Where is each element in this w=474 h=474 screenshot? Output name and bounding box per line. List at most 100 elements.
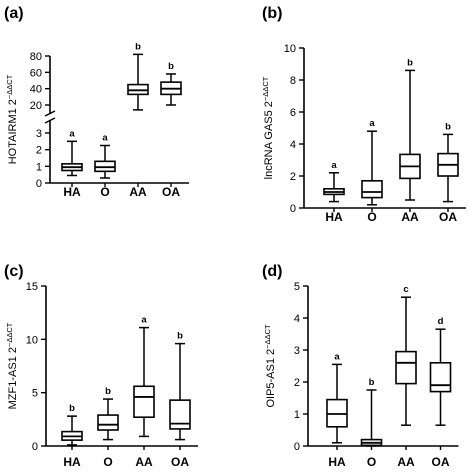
box-o: b [360,377,383,447]
x-category-label: OA [439,210,457,224]
box-o: a [361,118,383,206]
y-tick-label: 1 [36,161,42,173]
x-category-label: AA [135,455,153,469]
y-axis-label-main: OIP5-AS1 2 [265,349,277,408]
y-axis-break-mark [44,110,56,117]
significance-letter: a [141,315,147,326]
x-category-label: OA [162,185,180,199]
box-o: b [97,386,119,441]
box-iqr [361,180,383,199]
chart-panel-2: (b) 0 2 4 6 8 10 HA O AA OA a a b b lncRNA GAS5 2−ΔΔCT [261,5,466,224]
y-tick-label: 0 [32,441,38,453]
significance-letter: b [369,377,375,388]
y-tick-label: 15 [26,281,38,293]
y-tick-label: 3 [294,345,300,357]
y-tick-label: 40 [30,84,42,96]
chart-panel-4: (d) 0 1 2 3 4 5 HA O AA OA a b c d OIP5-AS1 2−ΔΔCT [262,263,459,469]
y-tick-label: 20 [30,100,42,112]
significance-letter: a [69,128,75,139]
significance-letter: a [102,133,108,144]
panel-label: (c) [4,263,24,280]
y-tick-label: 2 [294,377,300,389]
panel-label: (b) [262,5,282,22]
y-tick-label: 8 [290,75,296,87]
box-oa: b [160,61,182,106]
y-tick-label: 6 [290,107,296,119]
significance-letter: b [407,57,413,68]
y-tick-label: 10 [284,43,296,55]
box-aa: b [127,41,149,111]
significance-letter: b [168,61,174,72]
significance-letter: b [445,121,451,132]
y-axis-label-main: lncRNA GAS5 2 [263,101,275,179]
y-tick-label: 2 [36,145,42,157]
box-iqr [97,414,119,431]
y-axis-label-superscript: −ΔΔCT [5,74,14,99]
box-o: a [94,133,116,179]
y-tick-label: 0 [294,441,300,453]
y-tick-label: 3 [36,128,42,140]
x-category-label: HA [325,210,343,224]
x-category-label: OA [171,455,189,469]
x-category-label: O [367,455,376,469]
box-oa: b [437,121,459,203]
box-ha: a [326,351,348,444]
significance-letter: a [369,118,375,129]
significance-letter: b [135,41,141,52]
chart-panel-1: (a) 0 1 2 3 20 40 60 80 HA O AA OA a a b b HOTAIRM1 2−ΔΔC… [4,5,189,199]
y-tick-label: 0 [36,178,42,190]
significance-letter: b [105,386,111,397]
box-iqr [429,361,452,393]
box-oa: d [429,316,452,426]
y-tick-label: 5 [32,388,38,400]
y-axis-label-superscript: −ΔΔCT [261,76,270,101]
box-ha: b [61,403,83,446]
y-tick-label: 4 [294,313,300,325]
significance-letter: b [177,331,183,342]
x-category-label: HA [63,185,81,199]
box-aa: c [395,284,417,426]
box-ha: a [323,160,345,203]
significance-letter: d [438,316,444,327]
y-axis-label: lncRNA GAS5 2−ΔΔCT [261,76,275,179]
box-ha: a [61,128,83,177]
x-category-label: O [100,185,109,199]
x-category-label: OA [432,455,450,469]
y-tick-label: 0 [290,203,296,215]
significance-letter: c [403,284,408,295]
box-iqr [133,385,155,418]
y-axis-label-superscript: −ΔΔCT [263,324,272,349]
x-category-label: HA [328,455,346,469]
y-tick-label: 1 [294,409,300,421]
x-category-label: HA [63,455,81,469]
x-category-label: AA [129,185,147,199]
y-axis-label-superscript: −ΔΔCT [5,322,14,347]
y-axis-label: OIP5-AS1 2−ΔΔCT [263,324,277,408]
y-axis-label: MZF1-AS1 2−ΔΔCT [5,322,19,409]
significance-letter: a [334,351,340,362]
box-aa: a [133,315,155,438]
panel-label: (a) [4,5,24,22]
y-axis-label: HOTAIRM1 2−ΔΔCT [5,74,19,164]
box-iqr [169,399,191,430]
x-category-label: AA [401,210,419,224]
y-axis-label-main: MZF1-AS1 2 [7,347,19,409]
y-tick-label: 60 [30,67,42,79]
chart-panel-3: (c) 0 5 10 15 HA O AA OA b b a b MZF1-AS1 2−ΔΔCT [4,263,198,469]
y-tick-label: 10 [26,334,38,346]
significance-letter: b [69,403,75,414]
x-category-label: O [103,455,112,469]
box-iqr [395,350,417,385]
x-category-label: O [367,210,376,224]
x-category-label: AA [397,455,415,469]
significance-letter: a [331,160,337,171]
box-oa: b [169,331,191,441]
box-aa: b [399,57,421,201]
y-tick-label: 5 [294,281,300,293]
y-axis-label-main: HOTAIRM1 2 [7,99,19,164]
y-tick-label: 4 [290,139,296,151]
panel-label: (d) [262,263,282,280]
y-tick-label: 2 [290,171,296,183]
y-tick-label: 80 [30,51,42,63]
